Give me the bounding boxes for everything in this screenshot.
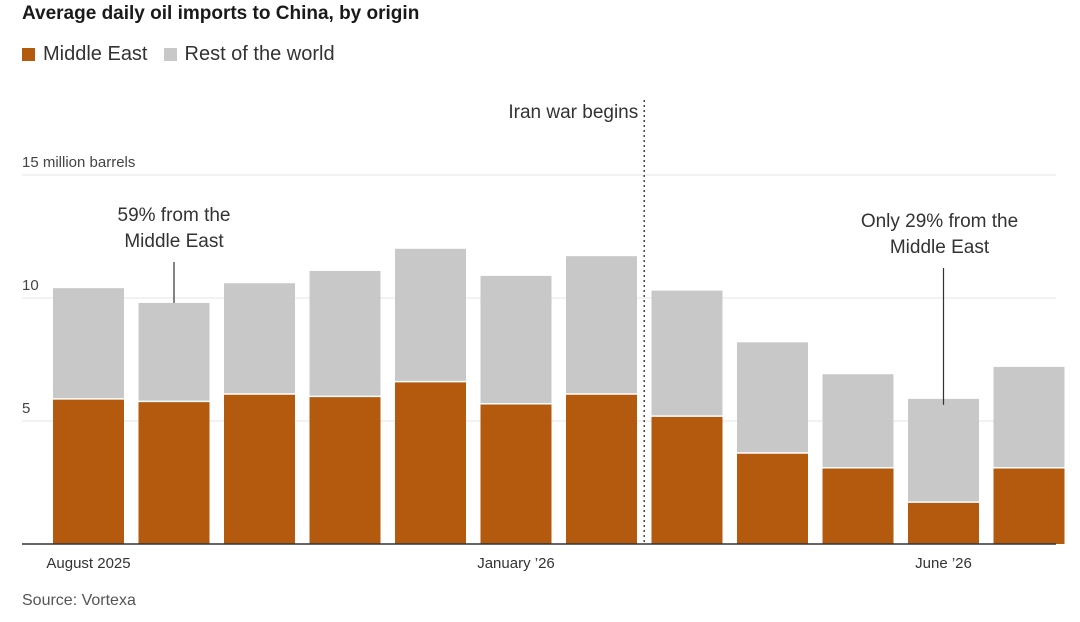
bar-middle-east	[309, 396, 381, 544]
annotation-text: 59% from the	[118, 205, 231, 226]
bar-middle-east	[224, 393, 295, 544]
source-note: Source: Vortexa	[22, 592, 136, 609]
bar-middle-east	[651, 416, 723, 544]
bar-rest-of-world	[53, 288, 124, 399]
bar-middle-east	[53, 398, 124, 544]
x-tick-label: June ’26	[915, 555, 972, 572]
bar-middle-east	[395, 381, 466, 544]
bar-middle-east	[566, 393, 637, 544]
y-tick-label: 5	[22, 400, 30, 417]
bar-middle-east	[908, 502, 979, 544]
x-tick-label: August 2025	[46, 555, 130, 572]
legend: Middle East Rest of the world	[22, 43, 351, 66]
chart-title: Average daily oil imports to China, by o…	[22, 3, 420, 24]
bar-middle-east	[822, 467, 894, 544]
y-tick-label: 10	[22, 277, 39, 294]
bar-rest-of-world	[480, 275, 552, 404]
event-marker-label: Iran war begins	[508, 102, 638, 123]
bar-rest-of-world	[138, 302, 210, 402]
bar-rest-of-world	[566, 256, 637, 394]
x-tick-label: January ’26	[477, 555, 555, 572]
bar-rest-of-world	[309, 270, 381, 397]
bar-rest-of-world	[224, 283, 295, 394]
y-tick-label: 15 million barrels	[22, 154, 135, 171]
legend-label-middle-east: Middle East	[43, 43, 148, 65]
legend-item-rest-of-world: Rest of the world	[163, 43, 335, 66]
annotation-text: Only 29% from the	[861, 211, 1018, 232]
bar-middle-east	[480, 403, 552, 544]
annotation-text: Middle East	[124, 231, 224, 252]
bar-rest-of-world	[908, 398, 979, 503]
bar-middle-east	[737, 452, 808, 544]
legend-swatch-rest-of-world	[163, 48, 177, 61]
legend-label-rest-of-world: Rest of the world	[184, 43, 335, 65]
legend-item-middle-east: Middle East	[22, 43, 148, 66]
bar-middle-east	[993, 467, 1065, 544]
legend-swatch-middle-east	[22, 48, 35, 61]
annotation-text: Middle East	[890, 237, 990, 258]
bar-rest-of-world	[737, 342, 808, 453]
bar-rest-of-world	[395, 248, 466, 382]
bar-middle-east	[138, 401, 210, 544]
bar-rest-of-world	[993, 366, 1065, 468]
bar-rest-of-world	[651, 290, 723, 417]
bar-rest-of-world	[822, 374, 894, 468]
